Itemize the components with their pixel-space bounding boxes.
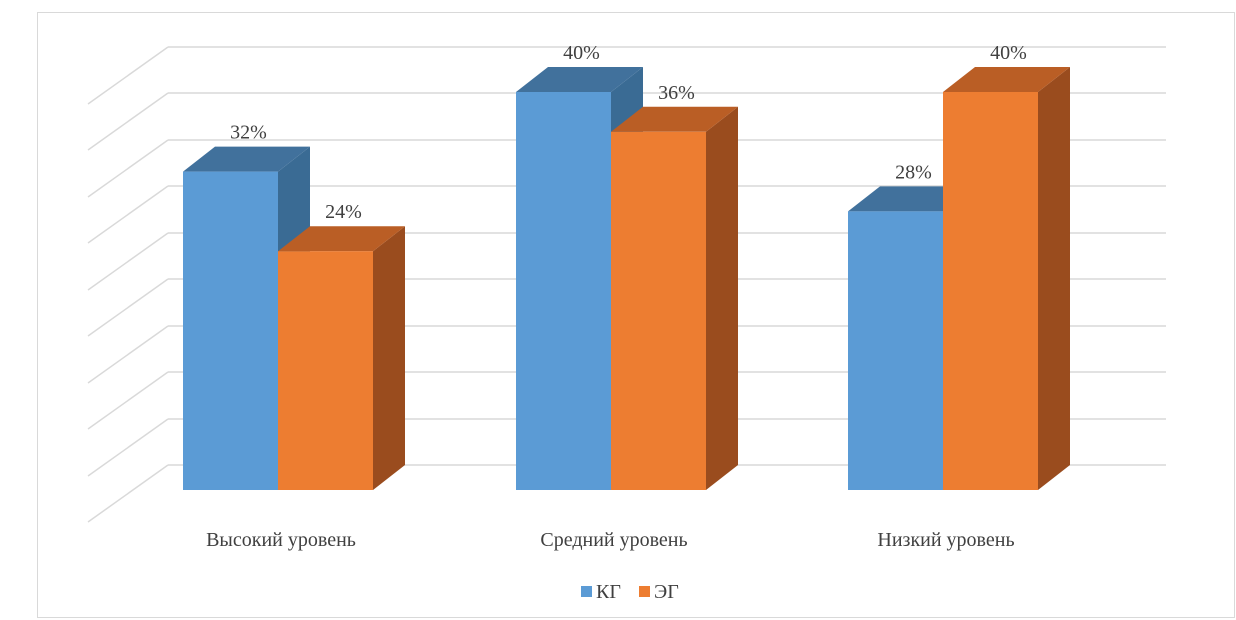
legend-swatch <box>639 586 650 597</box>
data-labels: 32% 24% 40% 36% 28% 40% <box>230 42 1027 223</box>
legend-swatch <box>581 586 592 597</box>
gridline-side <box>87 325 169 384</box>
legend-label: ЭГ <box>654 581 679 603</box>
bar-front <box>278 251 373 490</box>
bar-side <box>373 226 405 490</box>
data-label: 36% <box>658 82 695 104</box>
bar <box>611 106 738 491</box>
data-label: 24% <box>325 201 362 223</box>
category-label: Средний уровень <box>540 529 687 551</box>
bars <box>183 67 1070 491</box>
bar-top <box>611 106 738 132</box>
data-label: 28% <box>895 161 932 183</box>
legend-item: ЭГ <box>639 581 679 603</box>
legend-item: КГ <box>581 581 621 603</box>
bar-top <box>943 67 1070 92</box>
bar-front <box>848 211 943 490</box>
data-label: 40% <box>990 42 1027 64</box>
gridline-side <box>87 418 169 477</box>
gridline-side <box>87 278 169 337</box>
gridline-side <box>87 46 169 105</box>
bar-front <box>183 171 278 490</box>
legend: КГ ЭГ <box>581 581 679 603</box>
bar <box>278 226 405 490</box>
category-labels: Высокий уровень Средний уровень Низкий уро… <box>206 529 1015 551</box>
bar-side <box>1038 67 1070 490</box>
gridline-side <box>87 464 169 523</box>
data-label: 40% <box>563 42 600 64</box>
data-label: 32% <box>230 122 267 144</box>
bar-front <box>516 92 611 490</box>
bar-front <box>943 92 1038 490</box>
gridline-side <box>87 185 169 244</box>
bar-top <box>278 226 405 252</box>
category-label: Низкий уровень <box>877 529 1014 551</box>
gridline-side <box>87 92 169 151</box>
bar <box>943 67 1070 490</box>
bar-top <box>183 146 310 172</box>
legend-label: КГ <box>596 581 621 603</box>
gridline-side <box>87 232 169 291</box>
bar-front <box>611 131 706 491</box>
bar-side <box>706 106 738 491</box>
gridline-side <box>87 139 169 198</box>
category-label: Высокий уровень <box>206 529 356 551</box>
gridline-side <box>87 371 169 430</box>
bar-top <box>516 67 643 92</box>
